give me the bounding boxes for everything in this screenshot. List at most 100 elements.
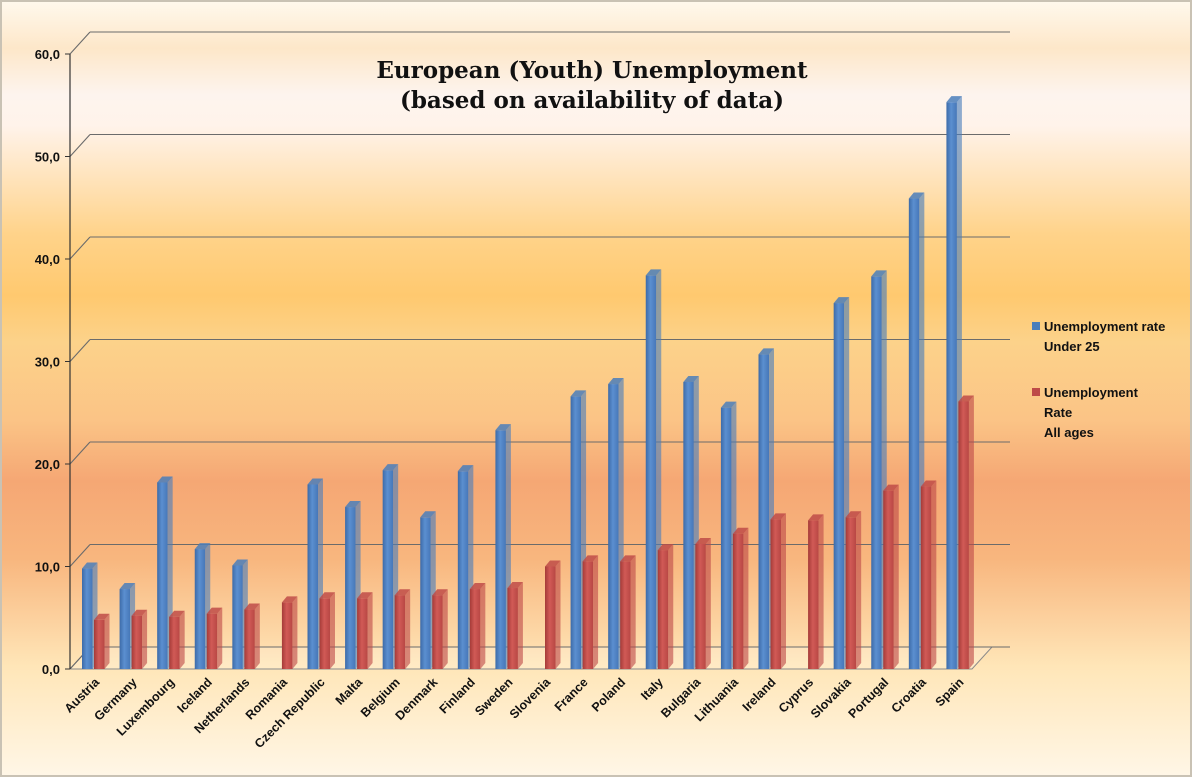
bar-all-ages-top bbox=[582, 555, 599, 562]
bar-all-ages-top bbox=[206, 607, 223, 614]
y-tick-label: 50,0 bbox=[35, 150, 60, 165]
bar-all-ages-front bbox=[206, 613, 218, 669]
bar-all-ages bbox=[770, 513, 786, 669]
legend-label: Unemployment rate bbox=[1044, 319, 1165, 334]
bar-all-ages-side bbox=[517, 582, 523, 669]
legend-swatch-all-ages bbox=[1032, 388, 1040, 396]
bar-all-ages-side bbox=[893, 484, 899, 669]
bar-all-ages bbox=[394, 589, 411, 669]
bar-under25-front bbox=[307, 484, 318, 669]
bar-all-ages bbox=[920, 480, 937, 669]
bar-all-ages-side bbox=[142, 609, 148, 669]
bar-under25-top bbox=[833, 297, 850, 304]
bar-under25-front bbox=[345, 507, 356, 669]
bar-all-ages-top bbox=[920, 480, 937, 487]
bar-all-ages-top bbox=[883, 484, 899, 491]
bar-all-ages-front bbox=[169, 616, 180, 669]
x-tick-label: Croatia bbox=[889, 674, 930, 715]
bar-under25-top bbox=[645, 269, 662, 276]
bar-all-ages-side bbox=[668, 544, 674, 669]
bar-under25-front bbox=[720, 407, 732, 669]
x-tick-label: Ireland bbox=[740, 675, 779, 714]
bar-all-ages-side bbox=[593, 555, 599, 669]
bar-under25-top bbox=[946, 96, 962, 103]
legend: Unemployment rate Under 25 Unemployment Rat… bbox=[1032, 319, 1165, 440]
bar-all-ages bbox=[732, 527, 749, 669]
bar-all-ages-top bbox=[507, 582, 523, 589]
bar-all-ages bbox=[319, 592, 335, 669]
bar-under25-top bbox=[457, 465, 474, 472]
bar-all-ages-top bbox=[394, 589, 411, 596]
bar-all-ages bbox=[169, 610, 185, 669]
bar-under25-front bbox=[871, 276, 882, 669]
x-tick-label: Poland bbox=[589, 675, 628, 714]
bar-all-ages-side bbox=[630, 555, 636, 669]
bar-all-ages-front bbox=[920, 486, 932, 669]
bar-all-ages-side bbox=[555, 560, 561, 669]
bar-all-ages-side bbox=[292, 596, 298, 669]
bar-under25-top bbox=[382, 464, 399, 471]
y-tick-label: 0,0 bbox=[42, 662, 60, 677]
bar-all-ages-front bbox=[131, 615, 143, 669]
gridline-depth bbox=[69, 544, 91, 567]
bar-all-ages bbox=[244, 603, 260, 669]
gridline-depth bbox=[69, 31, 91, 55]
bar-under25-front bbox=[608, 384, 619, 669]
gridline-depth bbox=[69, 236, 91, 260]
bar-all-ages-top bbox=[808, 514, 824, 521]
bar-under25-front bbox=[495, 430, 506, 669]
bar-under25-front bbox=[420, 517, 431, 669]
bar-all-ages-side bbox=[104, 613, 110, 669]
bar-all-ages bbox=[94, 613, 110, 669]
bar-all-ages bbox=[206, 607, 223, 669]
x-tick-label: Malta bbox=[333, 674, 366, 707]
bar-under25-front bbox=[645, 275, 657, 669]
bar-all-ages-front bbox=[394, 595, 406, 669]
bar-all-ages-side bbox=[179, 610, 185, 669]
bar-all-ages-front bbox=[883, 490, 894, 669]
bar-all-ages-top bbox=[620, 555, 636, 562]
bar-all-ages-front bbox=[545, 566, 556, 669]
chart-title-line-1: European (Youth) Unemployment bbox=[376, 57, 808, 84]
y-tick-label: 60,0 bbox=[35, 47, 60, 62]
bar-under25-top bbox=[495, 424, 511, 431]
gridline-depth bbox=[69, 441, 91, 465]
bar-under25-top bbox=[720, 401, 737, 408]
bar-all-ages-side bbox=[856, 511, 862, 669]
bar-all-ages-front bbox=[94, 619, 105, 669]
bar-under25-front bbox=[570, 396, 582, 669]
bar-all-ages bbox=[582, 555, 599, 669]
bar-all-ages-front bbox=[845, 517, 857, 669]
bar-all-ages-top bbox=[469, 583, 486, 590]
bar-all-ages-side bbox=[743, 527, 749, 669]
bar-all-ages-side bbox=[480, 583, 486, 669]
bar-all-ages-top bbox=[281, 596, 298, 603]
bar-all-ages bbox=[883, 484, 899, 669]
bar-all-ages-top bbox=[94, 613, 110, 620]
bar-all-ages-top bbox=[732, 527, 749, 534]
bar-all-ages-front bbox=[657, 550, 669, 669]
bar-all-ages-front bbox=[357, 598, 368, 669]
bar-under25-front bbox=[457, 471, 469, 669]
bar-all-ages-side bbox=[781, 513, 786, 669]
bar-all-ages-side bbox=[818, 514, 824, 669]
y-tick-label: 20,0 bbox=[35, 457, 60, 472]
bar-all-ages-front bbox=[808, 520, 819, 669]
bar-under25-top bbox=[82, 562, 98, 569]
bar-all-ages-front bbox=[244, 609, 255, 669]
bar-under25-front bbox=[382, 470, 394, 669]
bar-all-ages bbox=[507, 582, 523, 669]
legend-label: All ages bbox=[1044, 425, 1094, 440]
bar-under25-front bbox=[232, 565, 243, 669]
bar-all-ages-side bbox=[931, 480, 937, 669]
x-tick-label: Slovenia bbox=[507, 674, 554, 721]
bar-all-ages-top bbox=[845, 511, 862, 518]
bar-all-ages-side bbox=[705, 537, 711, 669]
bar-all-ages bbox=[695, 537, 711, 669]
bar-under25-top bbox=[683, 376, 699, 382]
bar-all-ages-top bbox=[131, 609, 148, 616]
bar-all-ages-side bbox=[330, 592, 335, 669]
bar-all-ages-top bbox=[657, 544, 674, 551]
